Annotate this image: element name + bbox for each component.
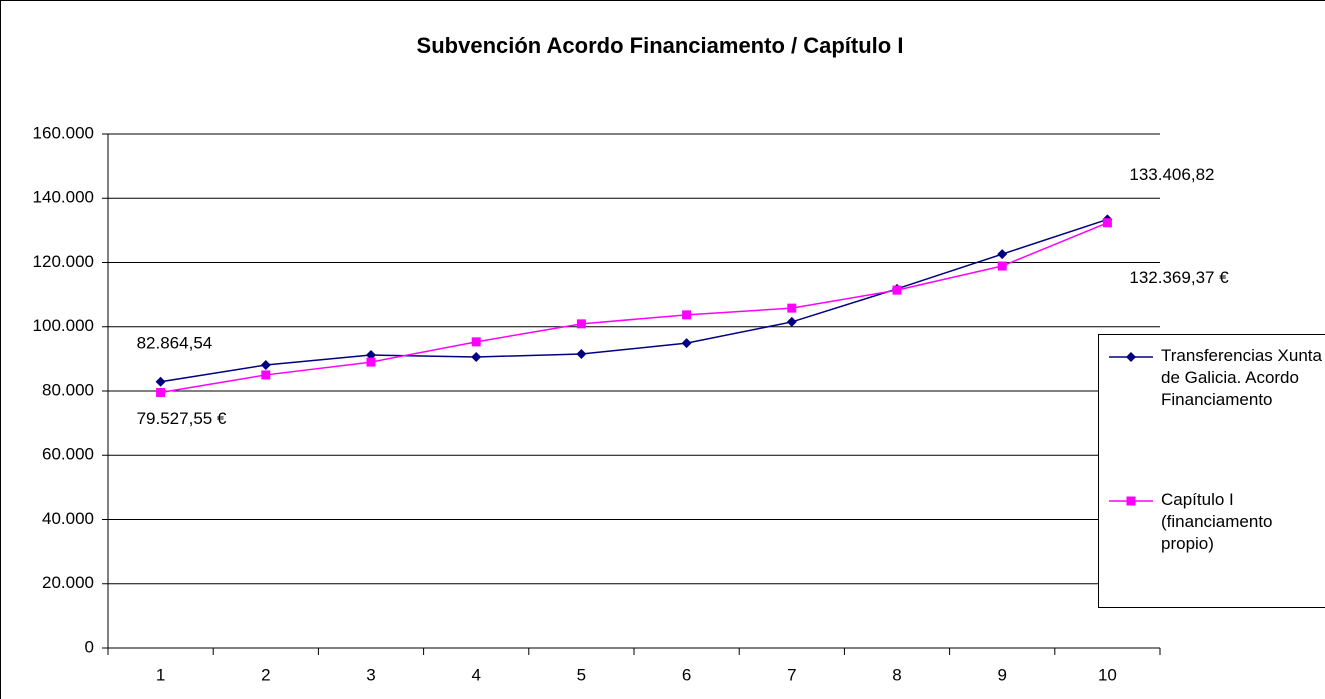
data-point: [1102, 218, 1112, 228]
data-point: [787, 303, 797, 313]
data-point: [681, 338, 692, 349]
data-point: [155, 376, 166, 387]
x-tick-label: 10: [1098, 665, 1117, 684]
y-tick-label: 60.000: [42, 445, 94, 464]
chart-title: Subvención Acordo Financiamento / Capítu…: [417, 33, 904, 58]
data-label: 82.864,54: [137, 333, 213, 352]
data-label: 133.406,82: [1129, 165, 1214, 184]
data-point: [471, 351, 482, 362]
data-point: [471, 337, 481, 347]
data-point: [997, 261, 1007, 271]
y-tick-label: 140.000: [33, 188, 94, 207]
legend-marker: [1126, 496, 1136, 506]
y-tick-label: 100.000: [33, 316, 94, 335]
legend-symbol: [1109, 352, 1153, 362]
legend-label: Transferencias Xunta de Galicia. Acordo …: [1161, 346, 1322, 409]
x-tick-label: 5: [577, 665, 586, 684]
y-tick-label: 80.000: [42, 380, 94, 399]
legend-marker: [1126, 352, 1136, 362]
legend-label: Capítulo I (financiamento propio): [1161, 490, 1273, 553]
series-line: [160, 222, 1108, 394]
data-point: [366, 357, 376, 367]
x-tick-label: 4: [471, 665, 480, 684]
data-point: [786, 316, 797, 327]
y-tick-label: 120.000: [33, 252, 94, 271]
data-point: [260, 359, 271, 370]
data-point: [366, 350, 376, 361]
x-tick-label: 6: [682, 665, 691, 684]
data-point: [576, 349, 587, 360]
series-line: [160, 218, 1108, 383]
legend: Transferencias Xunta de Galicia. Acordo …: [1098, 334, 1325, 608]
y-tick-label: 40.000: [42, 509, 94, 528]
data-point: [576, 319, 586, 329]
data-label: 79.527,55 €: [137, 409, 227, 428]
data-point: [892, 285, 902, 295]
data-point: [997, 249, 1008, 260]
data-point: [261, 370, 271, 380]
x-tick-label: 7: [787, 665, 796, 684]
x-tick-label: 1: [156, 665, 165, 684]
y-tick-label: 20.000: [42, 573, 94, 592]
x-tick-label: 2: [261, 665, 270, 684]
x-tick-label: 8: [892, 665, 901, 684]
legend-symbol: [1109, 496, 1153, 506]
x-tick-label: 9: [997, 665, 1006, 684]
x-tick-label: 3: [366, 665, 375, 684]
y-tick-label: 160.000: [33, 123, 94, 142]
data-point: [156, 388, 166, 398]
data-point: [682, 310, 692, 320]
data-label: 132.369,37 €: [1129, 268, 1229, 287]
y-tick-label: 0: [85, 637, 94, 656]
